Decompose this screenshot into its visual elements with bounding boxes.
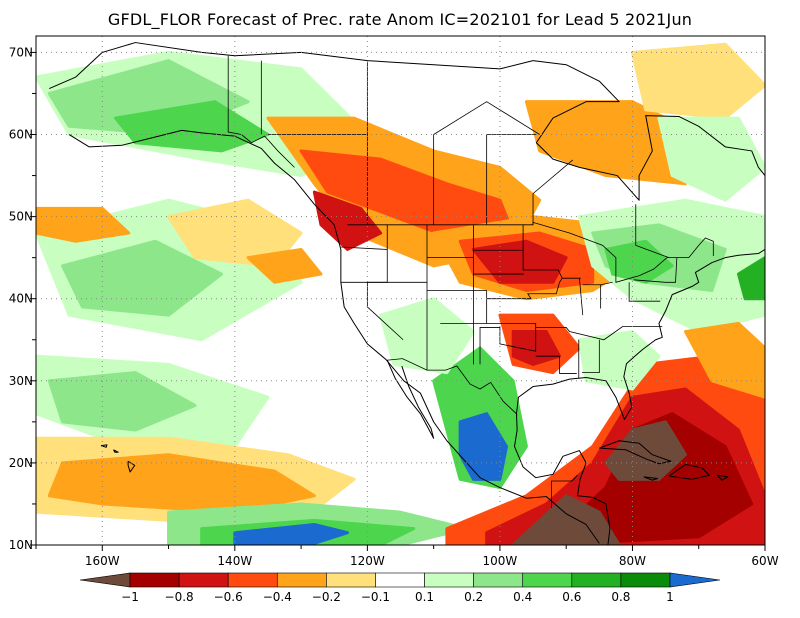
coastline-8 [643,476,659,481]
border-26 [633,257,678,283]
lon-label: 160W [85,554,120,568]
colorbar-box [178,572,229,588]
colorbar-label: −0.1 [361,590,390,604]
blob-gl-mg [604,239,674,284]
blob-pac-low2 [47,371,197,432]
coastline-3 [515,249,765,420]
lon-label: 80W [619,554,646,568]
lon-label: 100W [483,554,518,568]
anomaly-fields [36,42,765,545]
lat-label: 20N [9,456,33,470]
colorbar-box [375,572,425,588]
coastline-11 [100,444,108,448]
coastline-1 [68,129,600,544]
border-34 [635,204,670,259]
border-1 [227,55,295,168]
blob-nec-y [630,42,765,120]
border-0 [347,221,714,283]
coastline-6 [599,440,672,465]
colorbar-boxes [79,572,721,588]
blob-natl-lg [657,116,765,202]
lon-label: 60W [751,554,778,568]
blob-atl-dg [736,256,765,301]
border-24 [557,269,581,279]
colorbar-box [129,572,180,588]
blob-carib-brown [604,420,687,481]
colorbar-box [522,572,573,588]
blob-pnw-red [312,190,383,251]
colorbar-label: 0.2 [464,590,483,604]
border-17 [535,326,663,341]
border-15 [522,224,559,271]
border-21 [628,282,661,302]
colorbar-box [276,572,327,588]
border-32 [433,101,540,135]
border-23 [579,278,584,316]
colorbar-label: 1 [666,590,674,604]
coastline-12 [113,449,119,453]
blob-trop-pac-o [47,453,316,514]
border-3 [551,474,578,509]
colorbar-box [227,572,278,588]
border-33 [532,159,574,225]
coastlines [49,42,765,545]
colorbar-labels: −1 −0.8 −0.6 −0.4 −0.2 −0.1 0.1 0.2 0.4 0.6 0.8 1 [121,590,674,604]
lat-label: 50N [9,210,33,224]
colorbar-label: −0.2 [312,590,341,604]
border-8 [427,290,488,324]
colorbar-box [620,572,671,588]
lat-label: 30N [9,374,33,388]
border-14 [479,322,537,365]
blob-alaska-coast [114,100,270,153]
colorbar-label: 0.1 [415,590,434,604]
coastline-7 [668,464,710,480]
colorbar-arrow-low [79,572,131,588]
blob-np-red [471,239,568,284]
blob-pac-o2 [246,247,323,284]
blob-pac-o1 [36,206,131,243]
map-frame [35,35,766,546]
blob-ca-brown [511,494,621,545]
border-9 [340,246,388,250]
colorbar-label: 0.4 [513,590,532,604]
colorbar-label: −0.8 [165,590,194,604]
coastline-2 [386,360,435,439]
border-25 [582,281,613,286]
map-title: GFDL_FLOR Forecast of Prec. rate Anom IC… [107,10,693,29]
colorbar-box [424,572,474,588]
colorbar-box [473,572,524,588]
lat-label: 70N [9,45,33,59]
colorbar-label: −1 [121,590,139,604]
colorbar-box [571,572,622,588]
longitude-labels: 160W 140W 120W 100W 80W 60W [85,554,779,568]
colorbar-label: −0.4 [263,590,292,604]
border-16 [526,277,563,299]
latitude-labels: 70N 60N 50N 40N 30N 20N 10N [9,45,33,552]
border-20 [582,339,600,373]
coastline-5 [532,60,765,201]
border-18 [535,355,577,374]
colorbar-label: 0.6 [562,590,581,604]
lon-label: 140W [217,554,252,568]
lat-label: 60N [9,128,33,142]
colorbar-box [326,572,376,588]
coastline-9 [716,474,729,481]
coastline-4 [513,413,611,545]
border-2 [386,358,518,415]
colorbar-label: 0.8 [611,590,630,604]
lat-label: 10N [9,538,33,552]
coastline-13 [127,460,136,473]
coastline-0 [49,42,534,90]
blob-atl-o [683,321,765,399]
lat-label: 40N [9,292,33,306]
axis-ticks [30,51,766,551]
lon-label: 120W [350,554,385,568]
colorbar-arrow-high [669,572,721,588]
colorbar-label: −0.6 [214,590,243,604]
